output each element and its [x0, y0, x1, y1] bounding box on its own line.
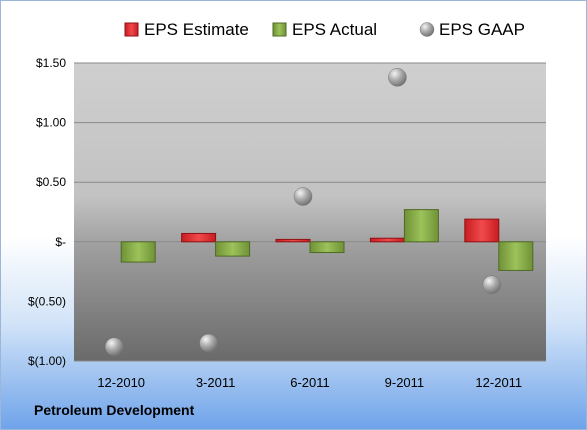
company-name: Petroleum Development — [34, 402, 195, 418]
eps-estimate-bar — [464, 218, 500, 243]
legend: EPS Estimate EPS Actual EPS GAAP — [124, 20, 525, 39]
legend-label: EPS Estimate — [144, 20, 249, 39]
x-category-label: 12-2010 — [97, 375, 145, 390]
y-tick-label: $(0.50) — [28, 294, 66, 308]
legend-label: EPS GAAP — [439, 20, 525, 39]
bars — [120, 209, 534, 271]
legend-marker-actual — [272, 22, 287, 37]
x-category-label: 3-2011 — [196, 375, 236, 390]
y-tick-label: $1.00 — [36, 116, 66, 130]
x-axis: 12-2010 3-2011 6-2011 9-2011 12-2011 — [97, 375, 522, 390]
eps-gaap-point — [199, 333, 218, 353]
y-tick-label: $0.50 — [36, 175, 66, 189]
eps-actual-bar — [309, 241, 345, 254]
eps-gaap-point — [482, 275, 502, 294]
y-axis: $1.50 $1.00 $0.50 $- $(0.50) $(1.00) — [28, 56, 66, 368]
eps-gaap-point — [104, 337, 124, 356]
y-tick-label: $- — [55, 235, 66, 249]
eps-actual-bar — [498, 241, 534, 271]
x-category-label: 9-2011 — [385, 375, 425, 390]
x-category-label: 6-2011 — [290, 375, 330, 390]
eps-estimate-bar — [369, 237, 405, 243]
eps-estimate-bar — [181, 232, 217, 243]
gaap-points — [104, 68, 502, 356]
y-tick-label: $1.50 — [36, 56, 66, 70]
eps-gaap-point — [293, 187, 313, 206]
x-category-label: 12-2011 — [475, 375, 522, 390]
eps-gaap-point — [388, 68, 407, 87]
eps-estimate-bar — [275, 238, 311, 243]
eps-actual-bar — [215, 241, 251, 257]
y-tick-label: $(1.00) — [28, 354, 66, 368]
eps-actual-bar — [403, 209, 439, 243]
eps-actual-bar — [120, 241, 156, 263]
legend-marker-gaap — [419, 22, 435, 37]
plot-area — [74, 63, 546, 361]
legend-label: EPS Actual — [292, 20, 377, 39]
legend-marker-estimate — [124, 22, 139, 37]
